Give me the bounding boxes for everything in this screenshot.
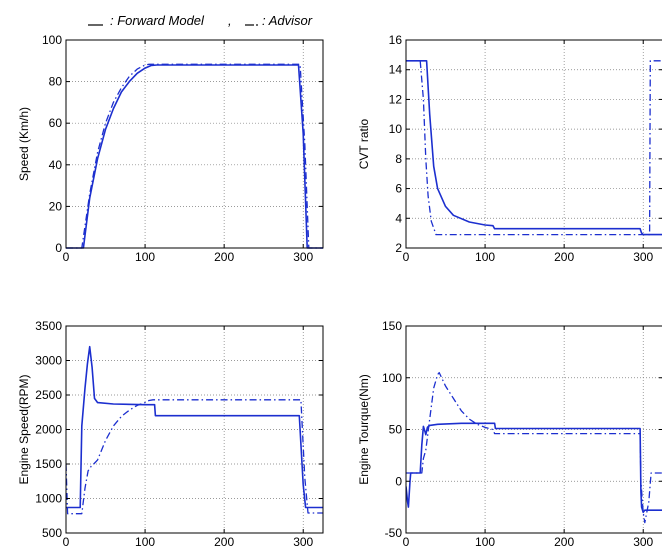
cvt-ratio-ytick-label: 2	[395, 241, 402, 255]
legend-forward-label: : Forward Model	[110, 13, 205, 28]
engine-speed-ytick-label: 3500	[35, 319, 62, 333]
cvt-ratio-series-advisor	[406, 60, 662, 236]
engine-torque-ytick-label: -50	[385, 526, 403, 540]
engine-torque-xtick-label: 100	[475, 535, 495, 549]
legend-advisor-label: : Advisor	[262, 13, 313, 28]
engine-speed-ytick-label: 500	[42, 526, 62, 540]
engine-torque-plot-area	[406, 326, 662, 533]
engine-torque-ytick-label: 50	[389, 423, 403, 437]
engine-torque-ytick-label: 100	[382, 371, 402, 385]
speed-ytick-label: 20	[49, 199, 63, 213]
engine-speed-series-forward-model	[66, 345, 323, 509]
engine-speed-ytick-label: 3000	[35, 354, 62, 368]
cvt-ratio-ytick-label: 16	[389, 33, 403, 47]
engine-torque-xtick-label: 300	[633, 535, 653, 549]
cvt-ratio-xtick-label: 100	[475, 250, 495, 264]
cvt-ratio-axes-box	[405, 39, 662, 249]
cvt-ratio-ytick-label: 14	[389, 63, 403, 77]
speed-axes-box	[65, 39, 324, 249]
speed-xtick-label: 100	[135, 250, 155, 264]
engine-torque-ytick-label: 150	[382, 319, 402, 333]
engine-torque-series-advisor	[406, 371, 662, 524]
engine-speed-series-advisor	[66, 399, 323, 515]
speed-ytick-label: 40	[49, 158, 63, 172]
engine-speed-xtick-label: 200	[214, 535, 234, 549]
cvt-ratio-xtick-label: 300	[633, 250, 653, 264]
engine-torque-xtick-label: 200	[554, 535, 574, 549]
engine-torque-ylabel: Engine Tourque(Nm)	[357, 374, 371, 485]
engine-torque-series-forward-model	[406, 422, 662, 514]
cvt-ratio-ytick-label: 4	[395, 211, 402, 225]
engine-speed-xtick-label: 100	[135, 535, 155, 549]
cvt-ratio-ytick-label: 8	[395, 152, 402, 166]
cvt-ratio-ylabel: CVT ratio	[357, 118, 371, 169]
cvt-ratio-xtick-label: 0	[403, 250, 410, 264]
speed-xtick-label: 0	[63, 250, 70, 264]
cvt-ratio-plot-area	[406, 40, 662, 248]
engine-torque-xtick-label: 0	[403, 535, 410, 549]
speed-plot-area	[66, 40, 323, 248]
speed-xtick-label: 300	[293, 250, 313, 264]
speed-ytick-label: 0	[55, 241, 62, 255]
engine-speed-chart: 500 1000 1500 2000 2500 3000 3500 0 100 200 300 Eng…	[17, 319, 324, 549]
speed-ytick-label: 80	[49, 75, 63, 89]
cvt-ratio-ytick-label: 12	[389, 92, 403, 106]
legend: : Forward Model , : Advisor	[88, 13, 313, 28]
engine-speed-xtick-label: 300	[293, 535, 313, 549]
speed-chart: 0 20 40 60 80 100 0 100 200 300 Speed (Km/h)	[17, 33, 324, 264]
engine-speed-ytick-label: 2000	[35, 423, 62, 437]
engine-speed-ytick-label: 2500	[35, 388, 62, 402]
cvt-ratio-series-forward-model	[406, 60, 662, 236]
cvt-ratio-chart: 2 4 6 8 10 12 14 16 0 100 200 300 CVT ratio	[357, 33, 662, 264]
speed-xtick-label: 200	[214, 250, 234, 264]
engine-torque-ytick-label: 0	[395, 474, 402, 488]
engine-speed-ytick-label: 1500	[35, 457, 62, 471]
engine-speed-ytick-label: 1000	[35, 492, 62, 506]
cvt-ratio-ytick-label: 10	[389, 122, 403, 136]
speed-series-advisor	[66, 63, 323, 249]
legend-separator: ,	[228, 13, 232, 28]
speed-ytick-label: 100	[42, 33, 62, 47]
speed-ylabel: Speed (Km/h)	[17, 107, 31, 181]
speed-ytick-label: 60	[49, 116, 63, 130]
cvt-ratio-xtick-label: 200	[554, 250, 574, 264]
engine-speed-plot-area	[66, 326, 323, 533]
engine-speed-xtick-label: 0	[63, 535, 70, 549]
speed-series-forward-model	[66, 64, 323, 249]
legend-advisor-swatch-dot	[256, 24, 258, 26]
cvt-ratio-ytick-label: 6	[395, 182, 402, 196]
engine-speed-ylabel: Engine Speed(RPM)	[17, 374, 31, 484]
